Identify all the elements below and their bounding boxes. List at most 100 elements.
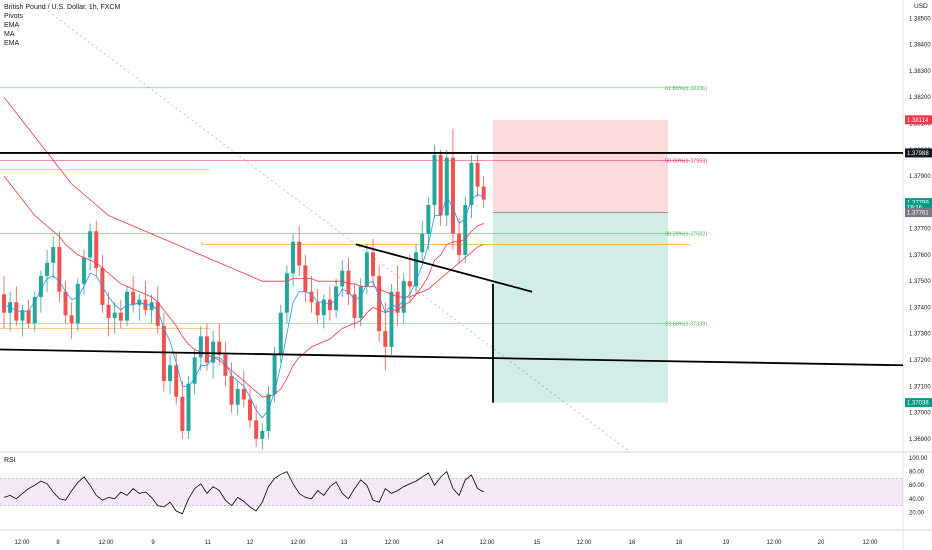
candle-body[interactable] xyxy=(266,394,271,431)
legend-ema-2[interactable]: EMA xyxy=(4,40,20,47)
candle-body[interactable] xyxy=(198,336,203,358)
candle-body[interactable] xyxy=(81,257,86,284)
candle-body[interactable] xyxy=(340,270,345,287)
candle-body[interactable] xyxy=(229,375,234,405)
candle-body[interactable] xyxy=(278,312,283,355)
rsi-line[interactable] xyxy=(3,470,484,515)
candle-body[interactable] xyxy=(51,247,56,263)
candle-body[interactable] xyxy=(112,312,117,318)
candle-body[interactable] xyxy=(457,233,462,255)
chart-legend: British Pound / U.S. Dollar, 1h, FXCM Pi… xyxy=(4,3,120,48)
candle-body[interactable] xyxy=(45,262,50,276)
wedge-trendline[interactable] xyxy=(355,243,533,293)
candle-body[interactable] xyxy=(432,155,437,205)
legend-ema-1[interactable]: EMA xyxy=(4,22,20,29)
candle-body[interactable] xyxy=(284,273,289,313)
candle-body[interactable] xyxy=(241,388,246,400)
candle-body[interactable] xyxy=(469,162,474,205)
candle-body[interactable] xyxy=(211,341,216,363)
candle-body[interactable] xyxy=(352,294,357,318)
candle-body[interactable] xyxy=(334,286,339,311)
candle-body[interactable] xyxy=(346,270,351,295)
dashed-trendline[interactable] xyxy=(39,4,631,453)
price-tag xyxy=(905,398,932,408)
candle-body[interactable] xyxy=(106,304,111,318)
candle-body[interactable] xyxy=(38,275,43,297)
candle-body[interactable] xyxy=(364,252,369,287)
candle-body[interactable] xyxy=(174,365,179,397)
candle-body[interactable] xyxy=(57,247,62,292)
candle-body[interactable] xyxy=(125,291,129,321)
take-profit-zone[interactable] xyxy=(493,212,668,403)
candle-body[interactable] xyxy=(377,275,382,332)
ema-fast-line[interactable] xyxy=(3,194,484,419)
candle-body[interactable] xyxy=(450,157,455,234)
candle-body[interactable] xyxy=(155,302,160,326)
price-axis-tick: 1.37700 xyxy=(909,227,931,233)
candle-body[interactable] xyxy=(131,291,136,305)
candle-body[interactable] xyxy=(26,310,31,324)
time-axis-tick: 18 xyxy=(676,540,683,546)
candle-body[interactable] xyxy=(321,299,326,316)
candle-body[interactable] xyxy=(475,162,480,187)
fib-level-label: 61.80%(1.38236) xyxy=(665,86,707,92)
ema-slow-line[interactable] xyxy=(3,175,484,398)
time-axis-tick: 15 xyxy=(534,540,541,546)
candle-body[interactable] xyxy=(414,252,419,287)
time-axis-tick: 12:00 xyxy=(766,540,782,546)
candle-body[interactable] xyxy=(161,325,166,382)
time-axis-tick: 12 xyxy=(247,540,254,546)
candle-body[interactable] xyxy=(444,157,449,216)
candle-body[interactable] xyxy=(235,388,240,405)
candle-body[interactable] xyxy=(272,354,277,395)
candle-body[interactable] xyxy=(69,315,74,324)
rsi-axis-tick: 80.00 xyxy=(909,470,925,476)
legend-ma[interactable]: MA xyxy=(4,31,15,38)
candle-body[interactable] xyxy=(315,302,320,316)
candle-body[interactable] xyxy=(204,336,209,363)
candle-body[interactable] xyxy=(32,296,37,324)
candle-body[interactable] xyxy=(75,283,80,324)
ma-line[interactable] xyxy=(3,96,484,298)
candle-body[interactable] xyxy=(291,241,296,274)
candle-body[interactable] xyxy=(395,291,400,313)
candle-body[interactable] xyxy=(358,286,363,318)
candle-body[interactable] xyxy=(389,291,394,347)
candle-body[interactable] xyxy=(254,420,259,439)
price-axis-tick: 1.37400 xyxy=(909,305,931,311)
candle-body[interactable] xyxy=(186,383,191,431)
candle-body[interactable] xyxy=(168,365,173,382)
chart-title: British Pound / U.S. Dollar, 1h, FXCM xyxy=(4,4,121,11)
candle-body[interactable] xyxy=(118,312,123,321)
stop-loss-zone[interactable] xyxy=(493,119,668,213)
support-trendline[interactable] xyxy=(0,348,904,367)
candle-body[interactable] xyxy=(192,357,197,384)
candle-body[interactable] xyxy=(407,281,412,287)
candle-body[interactable] xyxy=(420,233,425,253)
time-axis-tick: 20 xyxy=(818,540,825,546)
candle-body[interactable] xyxy=(260,430,265,439)
candle-body[interactable] xyxy=(94,231,99,269)
candle-body[interactable] xyxy=(481,186,486,200)
candle-body[interactable] xyxy=(63,291,68,316)
price-tag xyxy=(905,203,932,213)
candle-body[interactable] xyxy=(309,291,314,303)
candle-body[interactable] xyxy=(20,310,25,321)
fib-level-label: 50.00%(1.37959) xyxy=(665,159,707,165)
candle-body[interactable] xyxy=(88,231,93,258)
candle-body[interactable] xyxy=(2,294,6,313)
candle-body[interactable] xyxy=(248,399,252,421)
candle-body[interactable] xyxy=(180,396,185,431)
candle-body[interactable] xyxy=(297,241,302,266)
candle-body[interactable] xyxy=(426,204,431,234)
candle-body[interactable] xyxy=(438,155,443,216)
candle-body[interactable] xyxy=(383,331,388,347)
candle-body[interactable] xyxy=(149,302,154,311)
candle-body[interactable] xyxy=(371,252,375,276)
price-axis-tick: 1.38500 xyxy=(909,16,931,22)
candle-body[interactable] xyxy=(14,302,19,321)
candle-body[interactable] xyxy=(463,204,468,255)
candle-body[interactable] xyxy=(217,341,222,355)
legend-pivots[interactable]: Pivots xyxy=(4,13,24,20)
